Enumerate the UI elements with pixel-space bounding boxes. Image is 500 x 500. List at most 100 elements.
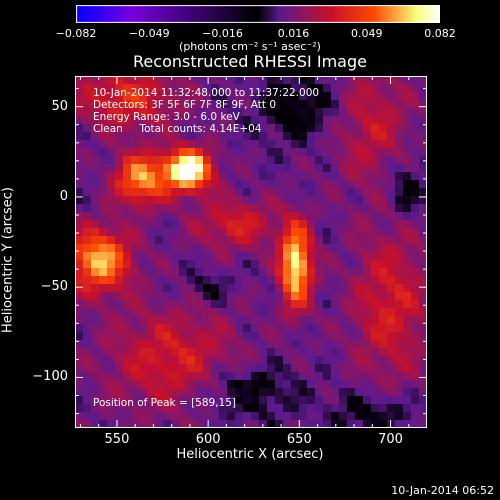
heatmap-cell xyxy=(267,92,276,101)
heatmap-cell xyxy=(283,172,292,181)
heatmap-cell xyxy=(131,172,140,181)
heatmap-cell xyxy=(171,188,180,197)
heatmap-cell xyxy=(267,228,276,237)
heatmap-cell xyxy=(243,84,252,93)
heatmap-cell xyxy=(291,404,300,413)
heatmap-cell xyxy=(331,364,340,373)
heatmap-cell xyxy=(379,148,388,157)
heatmap-cell xyxy=(163,412,172,421)
heatmap-cell xyxy=(211,140,220,149)
heatmap-cell xyxy=(195,148,204,157)
heatmap-cell xyxy=(339,396,348,405)
heatmap-cell xyxy=(155,348,164,357)
heatmap-cell xyxy=(387,116,396,125)
heatmap-cell xyxy=(355,196,364,205)
heatmap-cell xyxy=(403,84,412,93)
heatmap-cell xyxy=(371,156,380,165)
heatmap-cell xyxy=(75,316,84,325)
heatmap-cell xyxy=(275,124,284,133)
heatmap-cell xyxy=(171,268,180,277)
heatmap-cell xyxy=(179,204,188,213)
heatmap-cell xyxy=(99,396,108,405)
heatmap-cell xyxy=(347,252,356,261)
heatmap-cell xyxy=(379,420,388,428)
y-tick-label: −50 xyxy=(40,279,68,295)
heatmap-cell xyxy=(219,108,228,117)
heatmap-cell xyxy=(243,108,252,117)
heatmap-cell xyxy=(195,332,204,341)
heatmap-cell xyxy=(243,260,252,269)
heatmap-cell xyxy=(91,164,100,173)
heatmap-cell xyxy=(203,100,212,109)
heatmap-cell xyxy=(203,148,212,157)
heatmap-cell xyxy=(243,236,252,245)
heatmap-cell xyxy=(235,420,244,428)
heatmap-cell xyxy=(187,188,196,197)
heatmap-cell xyxy=(339,100,348,109)
heatmap-cell xyxy=(131,396,140,405)
heatmap-cell xyxy=(275,244,284,253)
heatmap-cell xyxy=(155,92,164,101)
heatmap-cell xyxy=(115,100,124,109)
heatmap-cell xyxy=(315,100,324,109)
heatmap-cell xyxy=(379,364,388,373)
heatmap-cell xyxy=(403,316,412,325)
heatmap-cell xyxy=(267,100,276,109)
heatmap-cell xyxy=(307,420,316,428)
heatmap-cell xyxy=(243,228,252,237)
heatmap-cell xyxy=(203,340,212,349)
heatmap-cell xyxy=(171,260,180,269)
heatmap-cell xyxy=(291,268,300,277)
heatmap-cell xyxy=(331,148,340,157)
heatmap-cell xyxy=(411,180,420,189)
heatmap-cell xyxy=(83,164,92,173)
heatmap-cell xyxy=(203,196,212,205)
heatmap-cell xyxy=(403,188,412,197)
heatmap-cell xyxy=(139,124,148,133)
heatmap-cell xyxy=(259,292,268,301)
heatmap-cell xyxy=(171,164,180,173)
heatmap-cell xyxy=(291,364,300,373)
heatmap-cell xyxy=(123,108,132,117)
heatmap-cell xyxy=(299,316,308,325)
heatmap-cell xyxy=(283,220,292,229)
heatmap-cell xyxy=(259,276,268,285)
heatmap-cell xyxy=(163,284,172,293)
heatmap-cell xyxy=(195,412,204,421)
heatmap-cell xyxy=(387,292,396,301)
heatmap-cell xyxy=(339,156,348,165)
heatmap-cell xyxy=(203,132,212,141)
heatmap-cell xyxy=(251,196,260,205)
heatmap-cell xyxy=(99,164,108,173)
heatmap-cell xyxy=(99,340,108,349)
heatmap-cell xyxy=(107,116,116,125)
heatmap-cell xyxy=(315,396,324,405)
heatmap-cell xyxy=(283,308,292,317)
heatmap-cell xyxy=(219,156,228,165)
heatmap-cell xyxy=(243,244,252,253)
heatmap-cell xyxy=(419,116,427,125)
heatmap-cell xyxy=(387,196,396,205)
heatmap-cell xyxy=(307,316,316,325)
heatmap-cell xyxy=(187,228,196,237)
heatmap-cell xyxy=(163,76,172,85)
heatmap-cell xyxy=(195,124,204,133)
heatmap-cell xyxy=(331,276,340,285)
heatmap-cell xyxy=(267,308,276,317)
heatmap-cell xyxy=(179,292,188,301)
heatmap-cell xyxy=(267,292,276,301)
heatmap-cell xyxy=(227,84,236,93)
heatmap-cell xyxy=(379,132,388,141)
heatmap-cell xyxy=(155,244,164,253)
heatmap-cell xyxy=(331,172,340,181)
heatmap-cell xyxy=(99,236,108,245)
heatmap-cell xyxy=(243,92,252,101)
heatmap-cell xyxy=(363,380,372,389)
heatmap-cell xyxy=(203,244,212,253)
heatmap-cell xyxy=(147,124,156,133)
heatmap-cell xyxy=(115,420,124,428)
heatmap-cell xyxy=(339,348,348,357)
heatmap-cell xyxy=(395,92,404,101)
heatmap-cell xyxy=(371,260,380,269)
heatmap-cell xyxy=(315,84,324,93)
